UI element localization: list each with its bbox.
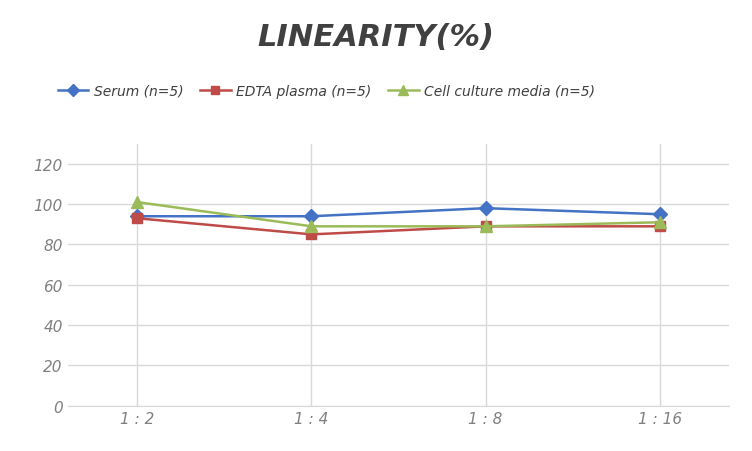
- Text: LINEARITY(%): LINEARITY(%): [257, 23, 495, 51]
- Legend: Serum (n=5), EDTA plasma (n=5), Cell culture media (n=5): Serum (n=5), EDTA plasma (n=5), Cell cul…: [52, 79, 601, 104]
- Serum (n=5): [655, 212, 664, 217]
- Cell culture media (n=5): [481, 224, 490, 230]
- Serum (n=5): [307, 214, 316, 220]
- Line: EDTA plasma (n=5): EDTA plasma (n=5): [132, 214, 665, 240]
- Cell culture media (n=5): [307, 224, 316, 230]
- EDTA plasma (n=5): [655, 224, 664, 230]
- Cell culture media (n=5): [133, 200, 142, 205]
- EDTA plasma (n=5): [307, 232, 316, 238]
- Serum (n=5): [481, 206, 490, 212]
- Line: Serum (n=5): Serum (n=5): [132, 204, 665, 221]
- EDTA plasma (n=5): [133, 216, 142, 221]
- Line: Cell culture media (n=5): Cell culture media (n=5): [132, 197, 666, 232]
- Serum (n=5): [133, 214, 142, 220]
- EDTA plasma (n=5): [481, 224, 490, 230]
- Cell culture media (n=5): [655, 220, 664, 226]
